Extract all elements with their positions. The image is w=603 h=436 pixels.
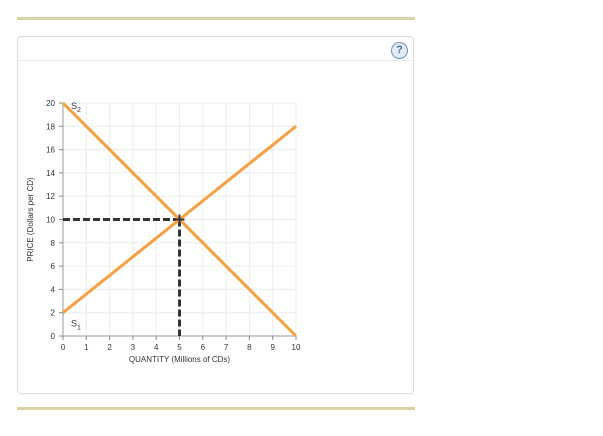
curve-label-subscript: 1 [77,325,81,332]
y-tick-label: 10 [46,216,55,225]
x-tick-label: 10 [292,343,301,352]
y-tick-label: 12 [46,192,55,201]
curve-label-subscript: 2 [77,107,81,114]
help-icon[interactable]: ? [391,42,408,59]
bottom-divider [17,407,415,410]
x-tick-label: 8 [247,343,252,352]
x-tick-label: 0 [61,343,66,352]
y-tick-label: 16 [46,146,55,155]
x-tick-label: 1 [84,343,89,352]
y-tick-label: 18 [46,122,55,131]
y-tick-label: 14 [46,169,55,178]
x-tick-label: 4 [154,343,159,352]
x-tick-label: 3 [131,343,136,352]
y-tick-label: 4 [51,285,56,294]
top-divider [17,17,415,20]
card-header-divider [18,60,413,61]
y-tick-label: 8 [51,239,56,248]
y-tick-label: 6 [51,262,56,271]
y-tick-label: 0 [51,332,56,341]
x-tick-label: 7 [224,343,229,352]
graph-card: ? [17,36,414,394]
y-tick-label: 20 [46,99,55,108]
curve-label-s2: S [71,101,77,111]
x-axis-label: QUANTITY (Millions of CDs) [129,355,231,364]
x-tick-label: 2 [107,343,112,352]
equilibrium-crosshair [174,214,185,225]
x-tick-label: 5 [177,343,182,352]
y-tick-label: 2 [51,309,56,318]
curve-label-s1: S [71,319,77,329]
y-axis-label: PRICE (Dollars per CD) [26,177,35,262]
x-tick-label: 6 [201,343,206,352]
x-tick-label: 9 [270,343,275,352]
